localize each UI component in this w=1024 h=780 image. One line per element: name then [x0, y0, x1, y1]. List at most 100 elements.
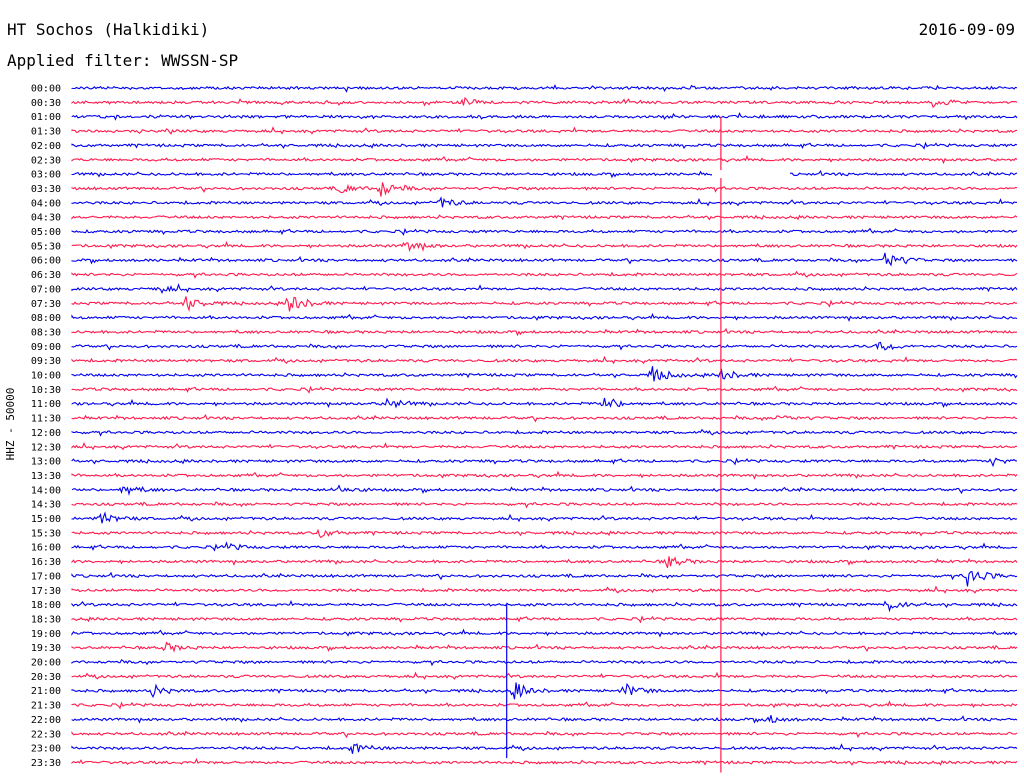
- seismic-trace-row: [71, 457, 1018, 468]
- seismic-trace-row: [71, 84, 1018, 93]
- row-time-label: 12:00: [31, 428, 61, 439]
- seismic-trace-row: [71, 757, 1018, 766]
- seismic-trace-row: [71, 556, 1018, 568]
- seismic-trace-row: [71, 413, 1018, 423]
- row-time-label: 15:00: [31, 514, 61, 525]
- seismic-trace-row: [71, 182, 1018, 197]
- seismic-trace-row: [71, 541, 1018, 552]
- seismic-trace-row: [71, 615, 1018, 624]
- row-time-label: 17:00: [31, 571, 61, 582]
- seismic-trace-row: [71, 570, 1018, 587]
- row-time-label: 14:00: [31, 485, 61, 496]
- seismic-trace-row: [71, 355, 1018, 365]
- seismic-trace-row: [71, 169, 1018, 179]
- row-time-label: 10:00: [31, 371, 61, 382]
- row-time-label: 18:00: [31, 600, 61, 611]
- row-time-label: 02:30: [31, 155, 61, 166]
- seismic-trace-row: [71, 428, 1018, 437]
- seismic-trace-row: [71, 628, 1018, 638]
- seismic-trace-row: [71, 141, 1018, 150]
- seismic-trace-row: [71, 397, 1018, 409]
- row-time-label: 07:00: [31, 284, 61, 295]
- seismic-trace-row: [71, 385, 1018, 394]
- row-time-label: 04:00: [31, 198, 61, 209]
- seismic-trace-row: [71, 270, 1018, 279]
- seismic-trace-row: [71, 641, 1018, 653]
- row-time-label: 08:00: [31, 313, 61, 324]
- seismic-trace-row: [71, 96, 1018, 109]
- row-time-label: 06:00: [31, 256, 61, 267]
- seismic-trace-row: [71, 252, 1018, 267]
- row-time-label: 20:30: [31, 672, 61, 683]
- row-time-label: 05:00: [31, 227, 61, 238]
- row-time-label: 08:30: [31, 327, 61, 338]
- row-time-label: 03:30: [31, 184, 61, 195]
- row-time-label: 21:00: [31, 686, 61, 697]
- seismic-trace-row: [71, 241, 1018, 253]
- seismic-trace-row: [71, 501, 1018, 509]
- seismic-trace-row: [71, 484, 1018, 497]
- seismic-trace-row: [71, 585, 1018, 594]
- seismic-trace-row: [71, 366, 1018, 382]
- row-time-label: 09:00: [31, 342, 61, 353]
- row-time-label: 11:00: [31, 399, 61, 410]
- row-time-label: 00:00: [31, 84, 61, 95]
- row-time-label: 21:30: [31, 701, 61, 712]
- row-time-label: 06:30: [31, 270, 61, 281]
- row-time-label: 22:00: [31, 715, 61, 726]
- seismic-trace-row: [71, 715, 1018, 724]
- seismic-trace-row: [71, 528, 1018, 539]
- row-time-label: 01:00: [31, 112, 61, 123]
- seismic-trace-row: [71, 730, 1018, 739]
- row-time-label: 22:30: [31, 729, 61, 740]
- seismic-trace-row: [71, 470, 1018, 480]
- row-time-label: 09:30: [31, 356, 61, 367]
- row-time-label: 14:30: [31, 500, 61, 511]
- seismic-trace-row: [71, 154, 1018, 165]
- filter-label: Applied filter: WWSSN-SP: [7, 51, 239, 70]
- station-title: HT Sochos (Halkidiki): [7, 20, 210, 39]
- seismic-trace-row: [71, 126, 1018, 135]
- seismic-trace-row: [71, 682, 1018, 700]
- seismic-trace-row: [71, 671, 1018, 680]
- row-time-label: 13:30: [31, 471, 61, 482]
- row-time-label: 00:30: [31, 98, 61, 109]
- row-time-label: 20:00: [31, 658, 61, 669]
- seismic-trace-row: [71, 599, 1018, 613]
- row-time-label: 18:30: [31, 614, 61, 625]
- row-time-label: 16:30: [31, 557, 61, 568]
- row-time-label: 05:30: [31, 241, 61, 252]
- row-time-label: 02:00: [31, 141, 61, 152]
- seismic-trace-row: [71, 214, 1018, 221]
- row-time-label: 19:30: [31, 643, 61, 654]
- seismic-trace-row: [71, 341, 1018, 351]
- row-time-label: 19:00: [31, 629, 61, 640]
- date-label: 2016-09-09: [918, 20, 1015, 39]
- seismic-trace-row: [71, 283, 1018, 295]
- row-time-label: 07:30: [31, 299, 61, 310]
- row-time-label: 23:30: [31, 758, 61, 769]
- row-time-label: 10:30: [31, 385, 61, 396]
- row-time-label: 15:30: [31, 528, 61, 539]
- row-time-label: 23:00: [31, 744, 61, 755]
- row-time-label: 04:30: [31, 213, 61, 224]
- seismic-trace-row: [71, 296, 1017, 313]
- seismic-trace-row: [71, 112, 1018, 121]
- row-time-label: 17:30: [31, 586, 61, 597]
- seismic-trace-row: [71, 312, 1018, 322]
- row-time-label: 16:00: [31, 543, 61, 554]
- seismic-trace-row: [71, 700, 1018, 710]
- row-time-label: 01:30: [31, 127, 61, 138]
- seismic-trace-row: [71, 441, 1018, 451]
- seismic-trace-row: [71, 227, 1018, 236]
- seismic-trace-row: [71, 511, 1018, 524]
- seismic-trace-row: [71, 659, 1018, 667]
- y-axis-label: HHZ - 50000: [4, 388, 17, 461]
- seismic-trace-row: [71, 327, 1018, 337]
- row-time-label: 12:30: [31, 442, 61, 453]
- data-gap: [712, 170, 790, 179]
- seismic-trace-row: [71, 196, 1017, 208]
- row-time-label: 11:30: [31, 414, 61, 425]
- row-time-label: 13:00: [31, 457, 61, 468]
